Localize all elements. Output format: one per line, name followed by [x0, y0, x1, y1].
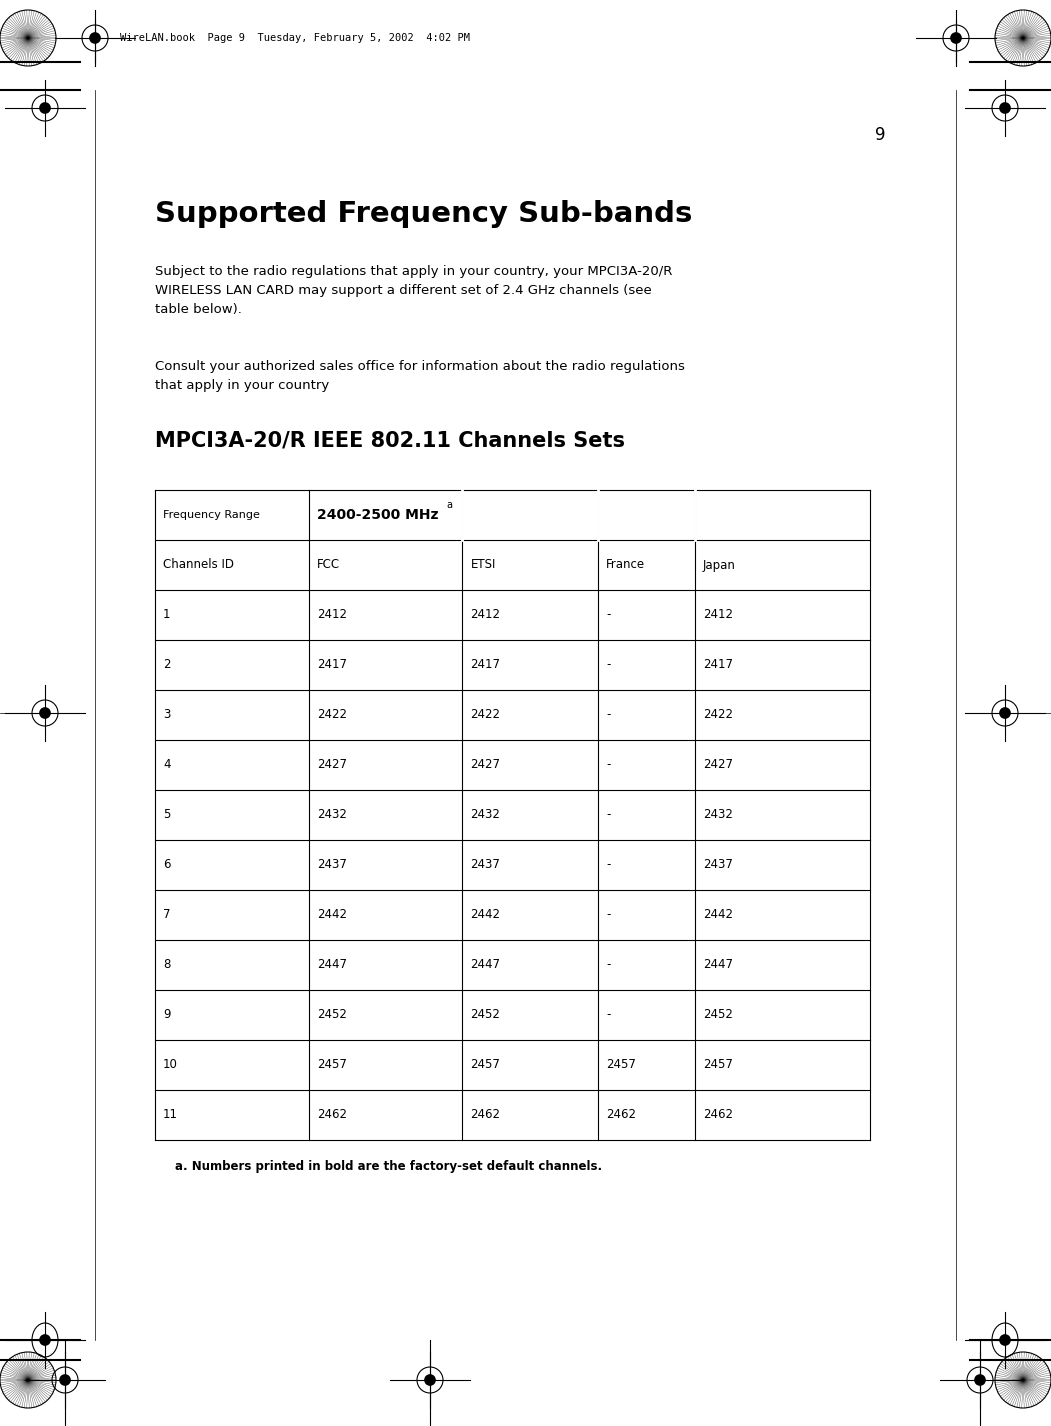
- Text: -: -: [606, 858, 611, 871]
- Circle shape: [1000, 103, 1011, 114]
- Text: 2412: 2412: [471, 609, 500, 622]
- Text: 8: 8: [163, 958, 170, 971]
- Text: 5: 5: [163, 809, 170, 821]
- Text: 2432: 2432: [703, 809, 733, 821]
- Text: 2417: 2417: [703, 659, 733, 672]
- Text: 2437: 2437: [703, 858, 733, 871]
- Text: 9: 9: [163, 1008, 170, 1021]
- Text: 4: 4: [163, 759, 170, 771]
- Text: 2400-2500 MHz: 2400-2500 MHz: [316, 508, 438, 522]
- Circle shape: [39, 707, 50, 719]
- Circle shape: [950, 33, 962, 44]
- Text: Channels ID: Channels ID: [163, 559, 234, 572]
- Circle shape: [974, 1375, 986, 1386]
- Text: France: France: [606, 559, 645, 572]
- Text: -: -: [606, 1008, 611, 1021]
- Text: 2462: 2462: [703, 1108, 733, 1121]
- Text: 2462: 2462: [471, 1108, 500, 1121]
- Text: 2442: 2442: [471, 908, 500, 921]
- Text: 2417: 2417: [471, 659, 500, 672]
- Text: 2442: 2442: [703, 908, 733, 921]
- Text: -: -: [606, 809, 611, 821]
- Circle shape: [89, 33, 101, 44]
- Text: 2452: 2452: [316, 1008, 347, 1021]
- Text: 2457: 2457: [606, 1058, 636, 1071]
- Text: 2457: 2457: [316, 1058, 347, 1071]
- Text: 2427: 2427: [316, 759, 347, 771]
- Text: 1: 1: [163, 609, 170, 622]
- Text: 2447: 2447: [703, 958, 733, 971]
- Text: 2417: 2417: [316, 659, 347, 672]
- Text: 2432: 2432: [316, 809, 347, 821]
- Text: 2: 2: [163, 659, 170, 672]
- Text: 2437: 2437: [471, 858, 500, 871]
- Text: 2437: 2437: [316, 858, 347, 871]
- Text: 11: 11: [163, 1108, 178, 1121]
- Text: 2422: 2422: [316, 709, 347, 722]
- Text: 2412: 2412: [703, 609, 733, 622]
- Text: ETSI: ETSI: [471, 559, 496, 572]
- Text: 2427: 2427: [471, 759, 500, 771]
- Text: 9: 9: [874, 125, 885, 144]
- Text: FCC: FCC: [316, 559, 339, 572]
- Text: -: -: [606, 609, 611, 622]
- Text: 2452: 2452: [703, 1008, 733, 1021]
- Text: 2452: 2452: [471, 1008, 500, 1021]
- Text: 2457: 2457: [471, 1058, 500, 1071]
- Circle shape: [39, 1335, 50, 1346]
- Text: -: -: [606, 908, 611, 921]
- Text: 2427: 2427: [703, 759, 733, 771]
- Circle shape: [1000, 707, 1011, 719]
- Text: 10: 10: [163, 1058, 178, 1071]
- Text: -: -: [606, 659, 611, 672]
- Circle shape: [39, 103, 50, 114]
- Circle shape: [425, 1375, 436, 1386]
- Text: 2422: 2422: [471, 709, 500, 722]
- Text: -: -: [606, 709, 611, 722]
- Circle shape: [59, 1375, 70, 1386]
- Text: -: -: [606, 958, 611, 971]
- Circle shape: [1000, 1335, 1011, 1346]
- Text: Subject to the radio regulations that apply in your country, your MPCI3A-20/R
WI: Subject to the radio regulations that ap…: [154, 265, 673, 317]
- Text: 2462: 2462: [606, 1108, 636, 1121]
- Text: 2422: 2422: [703, 709, 733, 722]
- Text: WireLAN.book  Page 9  Tuesday, February 5, 2002  4:02 PM: WireLAN.book Page 9 Tuesday, February 5,…: [120, 33, 470, 43]
- Text: 2447: 2447: [471, 958, 500, 971]
- Text: 2462: 2462: [316, 1108, 347, 1121]
- Text: Japan: Japan: [703, 559, 736, 572]
- Text: 6: 6: [163, 858, 170, 871]
- Text: 2447: 2447: [316, 958, 347, 971]
- Text: Frequency Range: Frequency Range: [163, 511, 260, 520]
- Text: Supported Frequency Sub-bands: Supported Frequency Sub-bands: [154, 200, 693, 228]
- Text: Consult your authorized sales office for information about the radio regulations: Consult your authorized sales office for…: [154, 359, 685, 392]
- Text: 2432: 2432: [471, 809, 500, 821]
- Text: -: -: [606, 759, 611, 771]
- Text: a. Numbers printed in bold are the factory-set default channels.: a. Numbers printed in bold are the facto…: [176, 1159, 602, 1174]
- Text: MPCI3A-20/R IEEE 802.11 Channels Sets: MPCI3A-20/R IEEE 802.11 Channels Sets: [154, 431, 625, 451]
- Text: 7: 7: [163, 908, 170, 921]
- Text: 3: 3: [163, 709, 170, 722]
- Text: 2442: 2442: [316, 908, 347, 921]
- Text: a: a: [447, 501, 453, 511]
- Text: 2457: 2457: [703, 1058, 733, 1071]
- Text: 2412: 2412: [316, 609, 347, 622]
